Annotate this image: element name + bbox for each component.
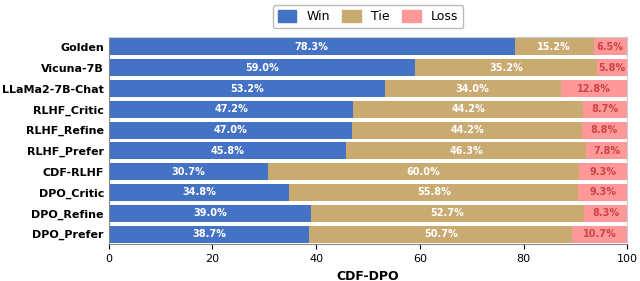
Text: 39.0%: 39.0% (193, 208, 227, 218)
Bar (109, 163, 268, 180)
Text: 5.8%: 5.8% (598, 63, 626, 73)
Text: 34.8%: 34.8% (182, 187, 216, 198)
Text: 7.8%: 7.8% (593, 146, 620, 156)
Bar (309, 226, 572, 243)
Bar (311, 205, 584, 222)
Text: 34.0%: 34.0% (456, 83, 490, 94)
Bar (561, 80, 627, 97)
Bar (415, 59, 597, 76)
Text: 55.8%: 55.8% (417, 187, 451, 198)
Text: 10.7%: 10.7% (583, 229, 617, 239)
Text: 44.2%: 44.2% (451, 104, 485, 114)
Bar (385, 80, 561, 97)
Text: 30.7%: 30.7% (172, 167, 205, 177)
Text: 50.7%: 50.7% (424, 229, 458, 239)
Text: 46.3%: 46.3% (449, 146, 483, 156)
Bar (515, 38, 593, 55)
Bar (109, 184, 289, 201)
Bar (597, 59, 627, 76)
Bar (572, 226, 628, 243)
Bar (579, 163, 627, 180)
Bar (579, 184, 627, 201)
Text: 9.3%: 9.3% (589, 167, 616, 177)
Bar (593, 38, 627, 55)
Text: 53.2%: 53.2% (230, 83, 264, 94)
Legend: Win, Tie, Loss: Win, Tie, Loss (273, 5, 463, 28)
Text: 6.5%: 6.5% (597, 42, 624, 52)
Text: 12.8%: 12.8% (577, 83, 611, 94)
Text: 59.0%: 59.0% (245, 63, 278, 73)
Text: 60.0%: 60.0% (406, 167, 440, 177)
Text: 9.3%: 9.3% (589, 187, 616, 198)
Text: 8.7%: 8.7% (591, 104, 619, 114)
Text: 35.2%: 35.2% (489, 63, 523, 73)
Text: 47.2%: 47.2% (214, 104, 248, 114)
Text: 78.3%: 78.3% (295, 42, 329, 52)
Bar (109, 80, 385, 97)
Text: 8.8%: 8.8% (591, 125, 618, 135)
Text: 15.2%: 15.2% (537, 42, 571, 52)
Bar (109, 101, 353, 118)
Bar (582, 101, 628, 118)
Bar (109, 122, 353, 139)
Bar (582, 122, 627, 139)
Bar (346, 142, 586, 159)
Bar (109, 142, 346, 159)
Bar (584, 205, 627, 222)
X-axis label: CDF-DPO: CDF-DPO (337, 270, 399, 281)
Bar (109, 38, 515, 55)
Text: 52.7%: 52.7% (431, 208, 465, 218)
Text: 8.3%: 8.3% (592, 208, 620, 218)
Bar (109, 205, 311, 222)
Text: 47.0%: 47.0% (214, 125, 248, 135)
Bar (353, 101, 582, 118)
Bar (109, 59, 415, 76)
Text: 38.7%: 38.7% (192, 229, 226, 239)
Bar (109, 226, 309, 243)
Text: 45.8%: 45.8% (211, 146, 244, 156)
Bar (289, 184, 579, 201)
Bar (353, 122, 582, 139)
Bar (586, 142, 627, 159)
Bar (268, 163, 579, 180)
Text: 44.2%: 44.2% (450, 125, 484, 135)
